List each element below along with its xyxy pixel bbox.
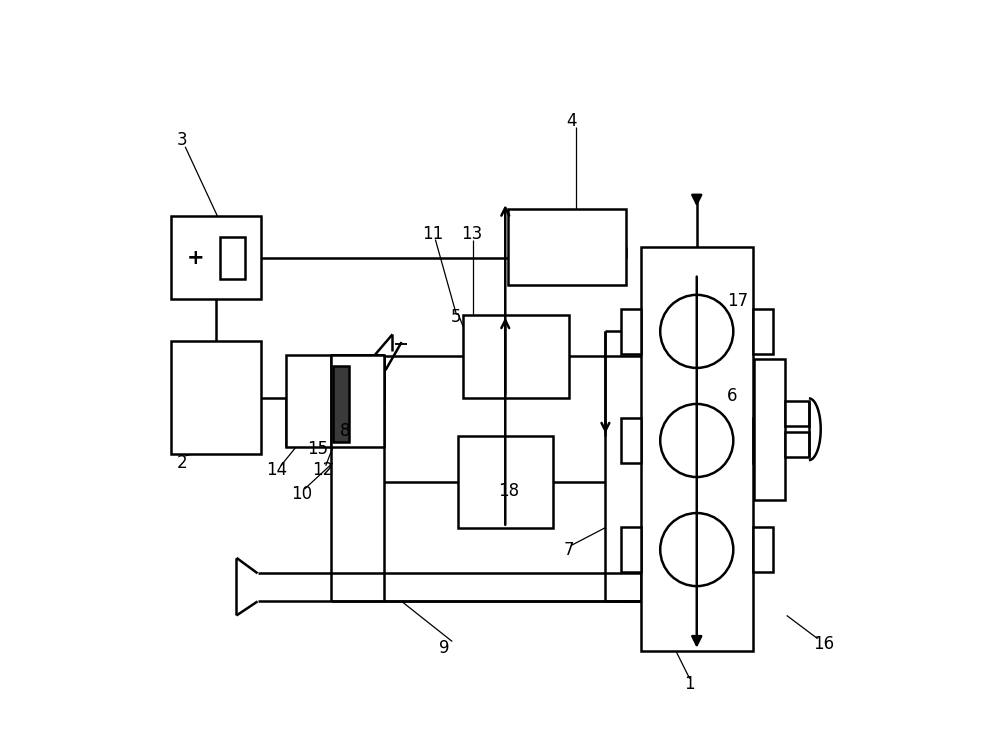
Text: 7: 7 <box>564 541 574 559</box>
Bar <box>754 359 785 499</box>
Text: 11: 11 <box>423 225 444 243</box>
Bar <box>621 309 641 354</box>
Bar <box>171 217 261 299</box>
Bar <box>641 247 753 651</box>
Text: +: + <box>187 247 204 268</box>
Bar <box>753 418 773 463</box>
Bar <box>220 237 245 278</box>
Bar <box>621 527 641 572</box>
Text: 1: 1 <box>684 675 695 692</box>
Bar <box>508 209 626 285</box>
Text: 9: 9 <box>439 640 449 657</box>
Bar <box>171 341 261 454</box>
Bar <box>458 436 553 528</box>
Bar <box>331 356 384 447</box>
Text: 18: 18 <box>498 482 519 500</box>
Text: 13: 13 <box>461 225 483 243</box>
Text: 5: 5 <box>451 308 462 326</box>
Text: 16: 16 <box>813 635 834 652</box>
Text: 6: 6 <box>727 386 737 405</box>
Bar <box>463 315 569 397</box>
Bar <box>785 401 809 427</box>
Bar <box>785 432 809 458</box>
Text: 3: 3 <box>177 131 188 149</box>
Text: 15: 15 <box>307 440 328 458</box>
Bar <box>753 527 773 572</box>
Bar <box>286 356 331 447</box>
Text: 12: 12 <box>312 461 334 479</box>
Bar <box>753 309 773 354</box>
Bar <box>621 418 641 463</box>
Text: 10: 10 <box>291 485 312 503</box>
Text: 14: 14 <box>266 461 287 479</box>
Text: 17: 17 <box>727 292 748 310</box>
Bar <box>333 366 349 442</box>
Text: 8: 8 <box>340 422 351 440</box>
Text: 4: 4 <box>566 113 577 130</box>
Text: 2: 2 <box>177 454 188 472</box>
